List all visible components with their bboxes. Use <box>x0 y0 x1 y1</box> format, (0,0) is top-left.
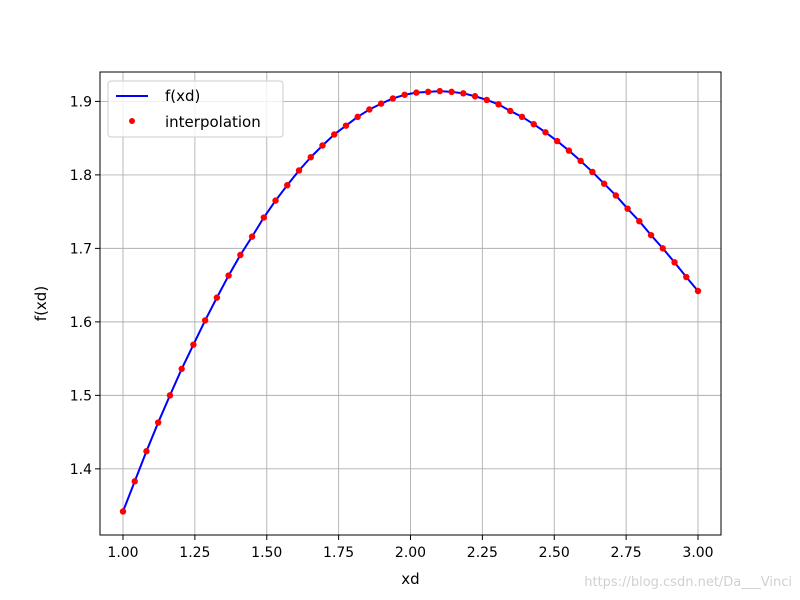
watermark: https://blog.csdn.net/Da___Vinci <box>584 575 792 590</box>
interpolation-point <box>659 245 667 252</box>
interpolation-point <box>248 233 256 240</box>
interpolation-point <box>401 91 408 98</box>
interpolation-point <box>636 217 643 225</box>
interpolation-point <box>647 231 655 239</box>
x-tick-label: 2.00 <box>395 545 426 561</box>
interpolation-point <box>683 273 690 281</box>
series <box>119 87 702 515</box>
interpolation-point <box>354 113 361 121</box>
interpolation-point <box>600 180 608 187</box>
grid <box>100 72 721 535</box>
interpolation-point <box>225 272 232 279</box>
interpolation-point <box>565 147 573 154</box>
interpolation-point <box>413 89 420 96</box>
x-tick-label: 2.75 <box>611 545 642 561</box>
y-axis-ticks: 1.4 1.5 1.6 1.7 1.8 1.9 <box>70 94 100 478</box>
interpolation-point <box>483 96 490 104</box>
interpolation-point <box>366 106 373 113</box>
interpolation-point <box>272 197 279 204</box>
interpolation-point <box>530 120 537 128</box>
interpolation-point <box>542 129 549 136</box>
interpolation-point <box>589 168 596 176</box>
y-tick-label: 1.5 <box>70 388 92 404</box>
interpolation-point <box>331 131 338 138</box>
legend-label-interpolation: interpolation <box>165 113 261 131</box>
interpolation-point <box>143 448 150 455</box>
interpolation-point <box>154 419 162 426</box>
interpolation-point <box>553 137 561 145</box>
interpolation-point <box>471 93 479 100</box>
interpolation-point <box>624 205 631 212</box>
x-tick-label: 2.25 <box>467 545 498 561</box>
y-axis-label: f(xd) <box>32 286 50 321</box>
interpolation-point <box>577 157 584 165</box>
interpolation-point <box>612 192 620 199</box>
y-tick-label: 1.9 <box>70 94 92 110</box>
interpolation-point <box>284 181 291 189</box>
interpolation-point <box>237 251 244 259</box>
interpolation-point <box>518 113 526 121</box>
legend: f(xd) interpolation <box>107 80 284 138</box>
x-axis-label: xd <box>401 570 419 588</box>
y-tick-label: 1.8 <box>70 168 92 184</box>
interpolation-point <box>260 214 268 221</box>
interpolation-point <box>319 142 326 149</box>
interpolation-point <box>507 107 514 115</box>
interpolation-point <box>377 100 385 107</box>
interpolation-point <box>201 317 209 324</box>
x-tick-label: 1.00 <box>107 545 138 561</box>
interpolation-point <box>671 259 678 266</box>
y-tick-label: 1.4 <box>70 462 92 478</box>
x-tick-label: 1.50 <box>251 545 282 561</box>
interpolation-point <box>307 154 314 161</box>
interpolation-point <box>460 90 467 97</box>
interpolation-point <box>436 87 444 95</box>
interpolation-point <box>178 365 185 373</box>
interpolation-point <box>694 287 702 295</box>
x-axis-ticks: 1.00 1.25 1.50 1.75 2.00 2.25 2.50 2.75 3.00 <box>107 535 714 561</box>
x-tick-label: 1.25 <box>179 545 210 561</box>
legend-swatch-dot <box>129 118 135 124</box>
plot-frame <box>99 71 722 536</box>
interpolation-point <box>295 167 303 174</box>
interpolation-point <box>342 122 350 129</box>
interpolation-point <box>389 95 397 102</box>
legend-box <box>107 80 284 138</box>
x-tick-label: 1.75 <box>323 545 354 561</box>
interpolation-point <box>119 508 127 515</box>
y-tick-label: 1.6 <box>70 315 92 331</box>
interpolation-point <box>495 101 502 108</box>
interpolation-point <box>166 392 174 399</box>
interpolation-point <box>190 341 197 348</box>
x-tick-label: 3.00 <box>682 545 713 561</box>
y-tick-label: 1.7 <box>70 241 92 257</box>
legend-label-f-xd: f(xd) <box>165 87 200 105</box>
interpolation-point <box>424 88 432 96</box>
interpolation-point <box>131 478 138 485</box>
x-tick-label: 2.50 <box>539 545 570 561</box>
interpolation-point <box>213 294 221 301</box>
interpolation-point <box>448 88 455 96</box>
